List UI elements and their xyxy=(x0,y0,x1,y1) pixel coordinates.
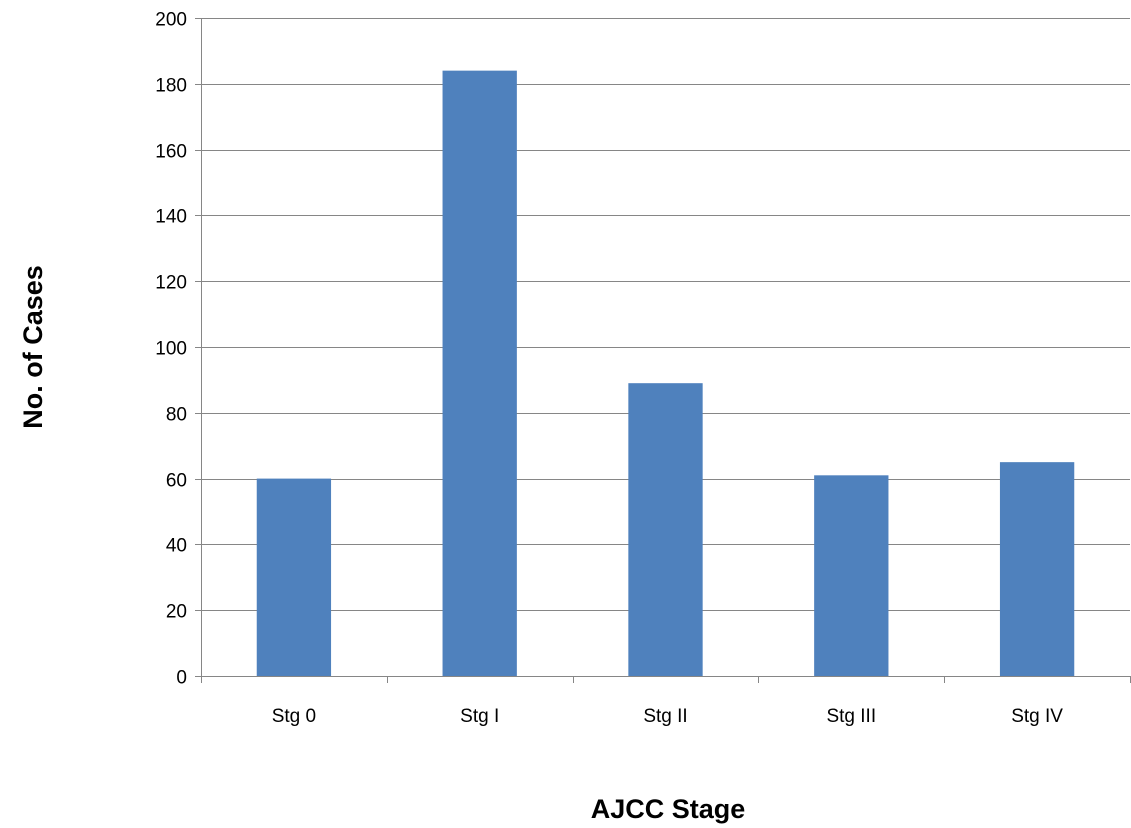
x-tick-label: Stg III xyxy=(826,706,876,727)
axes xyxy=(195,18,1131,683)
x-tick-label: Stg 0 xyxy=(272,706,316,727)
y-tick-label: 200 xyxy=(155,10,187,31)
x-tick-label: Stg II xyxy=(643,706,687,727)
bar-stg-iv xyxy=(999,462,1075,676)
y-tick-label: 100 xyxy=(155,339,187,360)
y-tick-label: 160 xyxy=(155,142,187,163)
y-tick-label: 80 xyxy=(166,405,187,426)
y-tick-label: 140 xyxy=(155,207,187,228)
y-tick-label: 40 xyxy=(166,536,187,557)
gridlines xyxy=(201,18,1130,611)
x-tick-label: Stg IV xyxy=(1011,706,1063,727)
y-axis-title: No. of Cases xyxy=(18,265,48,429)
y-tick-label: 20 xyxy=(166,602,187,623)
bar-stg-iii xyxy=(814,475,889,676)
y-tick-labels: 0 20 40 60 80 100 120 140 160 180 200 xyxy=(155,10,187,689)
bars xyxy=(256,70,1075,676)
y-tick-label: 0 xyxy=(176,668,187,689)
x-tick-labels: Stg 0 Stg I Stg II Stg III Stg IV xyxy=(272,706,1064,727)
y-tick-label: 120 xyxy=(155,273,187,294)
x-axis-title: AJCC Stage xyxy=(591,794,746,824)
bar-stg-i xyxy=(442,70,517,676)
bar-stg-ii xyxy=(628,383,703,676)
bar-stg-0 xyxy=(256,478,332,676)
x-tick-label: Stg I xyxy=(460,706,499,727)
y-tick-label: 60 xyxy=(166,471,187,492)
y-tick-label: 180 xyxy=(155,76,187,97)
